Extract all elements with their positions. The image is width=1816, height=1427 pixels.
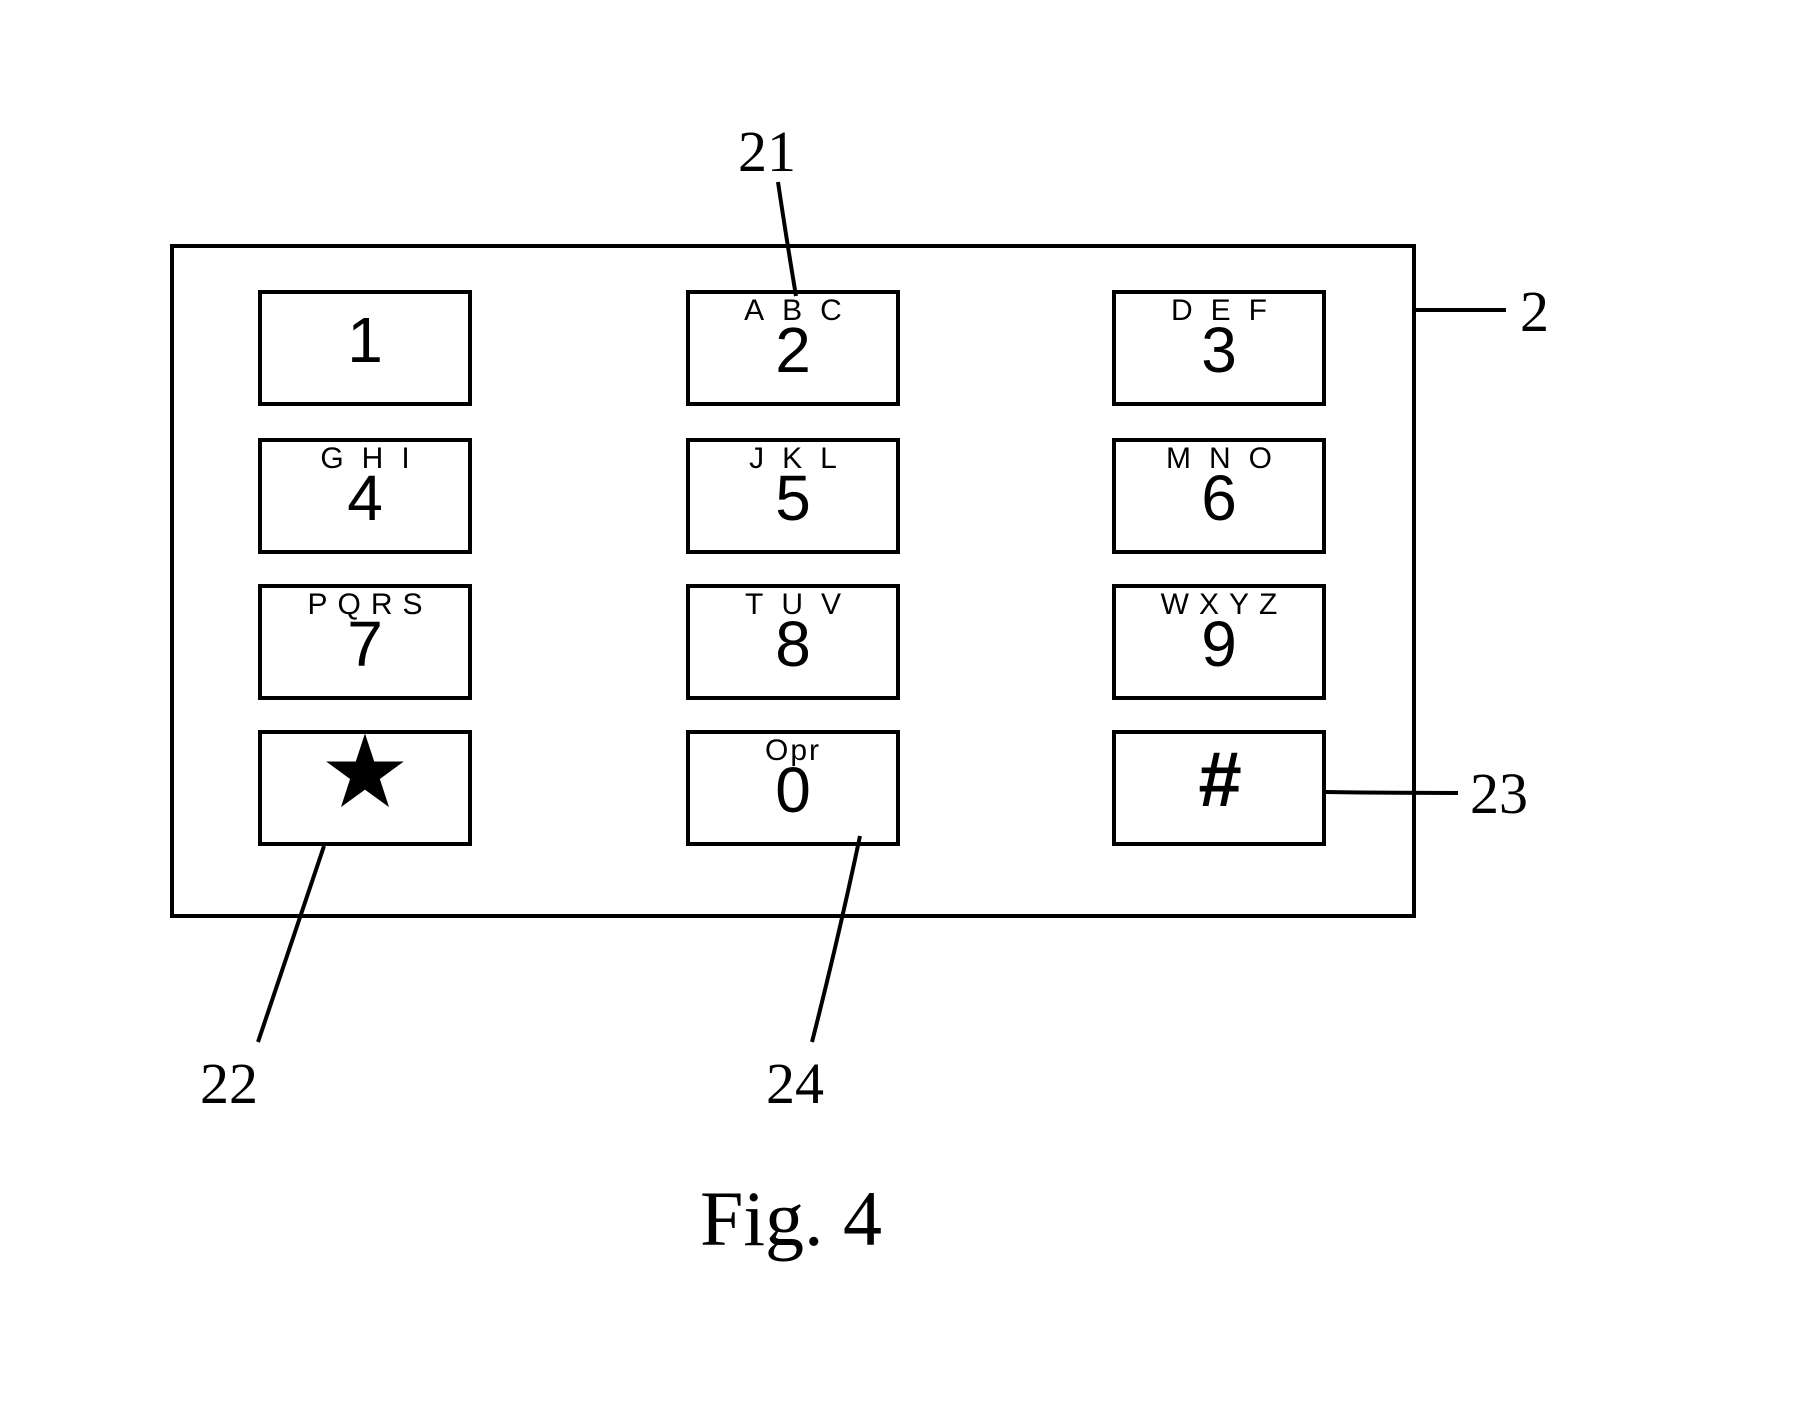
key-2[interactable]: ABC2: [686, 290, 900, 406]
key-5[interactable]: JKL5: [686, 438, 900, 554]
key-6-digit: 6: [1201, 470, 1237, 528]
callout-22-label: 22: [200, 1050, 258, 1117]
key-hash-symbol: #: [1197, 740, 1240, 818]
key-0-digit: 0: [775, 762, 811, 820]
key-7-digit: 7: [347, 616, 383, 674]
key-1-digit: 1: [347, 312, 383, 370]
key-4[interactable]: GHI4: [258, 438, 472, 554]
key-4-digit: 4: [347, 470, 383, 528]
key-3-digit: 3: [1201, 322, 1237, 380]
key-3[interactable]: DEF3: [1112, 290, 1326, 406]
callout-2-label: 2: [1520, 278, 1549, 345]
key-5-digit: 5: [775, 470, 811, 528]
callout-23-label: 23: [1470, 760, 1528, 827]
key-2-digit: 2: [775, 322, 811, 380]
key-8[interactable]: TUV8: [686, 584, 900, 700]
key-hash[interactable]: #: [1112, 730, 1326, 846]
key-7[interactable]: PQRS7: [258, 584, 472, 700]
key-6[interactable]: MNO6: [1112, 438, 1326, 554]
figure-caption: Fig. 4: [700, 1174, 882, 1264]
key-star[interactable]: ★: [258, 730, 472, 846]
key-9[interactable]: WXYZ9: [1112, 584, 1326, 700]
key-star-symbol: ★: [325, 728, 406, 818]
key-9-digit: 9: [1201, 616, 1237, 674]
figure-stage: 1 ABC2 DEF3 GHI4 JKL5 MNO6 PQRS7 TUV8 WXYZ9 ★ Opr0…: [0, 0, 1816, 1427]
callout-24-label: 24: [766, 1050, 824, 1117]
key-1[interactable]: 1: [258, 290, 472, 406]
callout-21-label: 21: [738, 118, 796, 185]
key-0[interactable]: Opr0: [686, 730, 900, 846]
key-8-digit: 8: [775, 616, 811, 674]
